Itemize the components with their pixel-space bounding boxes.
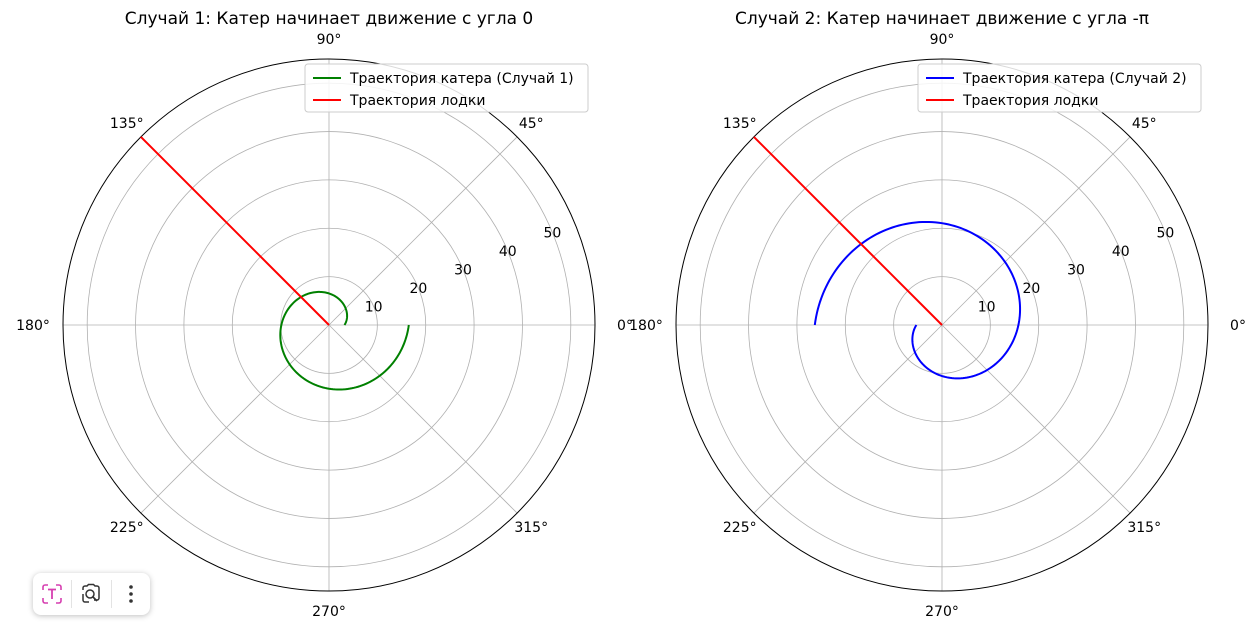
polar-spine — [62, 58, 596, 592]
visual-search-button[interactable] — [73, 576, 109, 612]
theta-tick-label: 270° — [312, 604, 346, 620]
theta-tick-label: 315° — [514, 520, 548, 536]
theta-gridline — [941, 324, 1131, 514]
theta-tick-label: 45° — [1132, 116, 1157, 132]
r-tick-label: 50 — [543, 225, 561, 241]
series-line-2 — [140, 136, 330, 326]
legend-label: Траектория лодки — [962, 93, 1098, 109]
series-line-1 — [279, 290, 410, 391]
r-tick-label: 30 — [454, 262, 472, 278]
theta-tick-label: 90° — [930, 32, 955, 48]
r-tick-label: 50 — [1156, 225, 1174, 241]
legend-box — [917, 63, 1202, 113]
theta-tick-label: 135° — [723, 116, 757, 132]
r-tick-label: 10 — [365, 299, 383, 315]
r-tick-label: 30 — [1067, 262, 1085, 278]
chart-title: Случай 1: Катер начинает движение с угла… — [125, 9, 534, 29]
legend-label: Траектория катера (Случай 2) — [962, 71, 1187, 87]
theta-tick-label: 180° — [16, 318, 50, 334]
legend-box — [304, 63, 589, 113]
theta-tick-label: 90° — [317, 32, 342, 48]
r-tick-label: 40 — [499, 244, 517, 260]
r-tick-label: 40 — [1112, 244, 1130, 260]
theta-tick-label: 270° — [925, 604, 959, 620]
theta-tick-label: 0° — [1230, 318, 1246, 334]
theta-tick-label: 45° — [519, 116, 544, 132]
series-line-1 — [813, 220, 1022, 380]
theta-tick-label: 315° — [1127, 520, 1161, 536]
series-line-2 — [753, 136, 943, 326]
text-select-icon — [41, 584, 62, 604]
theta-gridline — [328, 324, 518, 514]
polar-spine — [675, 58, 1209, 592]
theta-tick-label: 135° — [110, 116, 144, 132]
polar-chart-1: 10 20 30 40 50 0° 45° 90° 135° 180° 225° 270° 315° Сл… — [16, 9, 633, 620]
theta-gridline — [753, 324, 943, 514]
toolbar-separator — [71, 580, 73, 608]
text-select-button[interactable] — [34, 576, 70, 612]
theta-gridline — [140, 324, 330, 514]
chart-title: Случай 2: Катер начинает движение с угла… — [735, 9, 1149, 29]
legend-label: Траектория лодки — [349, 93, 485, 109]
visual-search-icon — [82, 583, 101, 603]
legend: Траектория катера (Случай 1) Траектория л… — [304, 63, 589, 113]
r-tick-label: 20 — [1022, 281, 1040, 297]
theta-tick-label: 225° — [110, 520, 144, 536]
legend-label: Траектория катера (Случай 1) — [349, 71, 574, 87]
theta-gridline — [328, 136, 518, 326]
legend: Траектория катера (Случай 2) Траектория л… — [917, 63, 1202, 113]
theta-gridline — [941, 136, 1131, 326]
theta-tick-label: 180° — [629, 318, 663, 334]
image-toolbar — [33, 573, 150, 615]
polar-chart-2: 10 20 30 40 50 0° 45° 90° 135° 180° 225° 270° 315° Сл… — [629, 9, 1246, 620]
theta-tick-label: 225° — [723, 520, 757, 536]
r-tick-label: 20 — [409, 281, 427, 297]
more-options-icon — [129, 585, 134, 603]
more-options-button[interactable] — [113, 576, 149, 612]
toolbar-separator — [110, 580, 112, 608]
r-tick-label: 10 — [978, 299, 996, 315]
theta-tick-label: 0° — [617, 318, 633, 334]
